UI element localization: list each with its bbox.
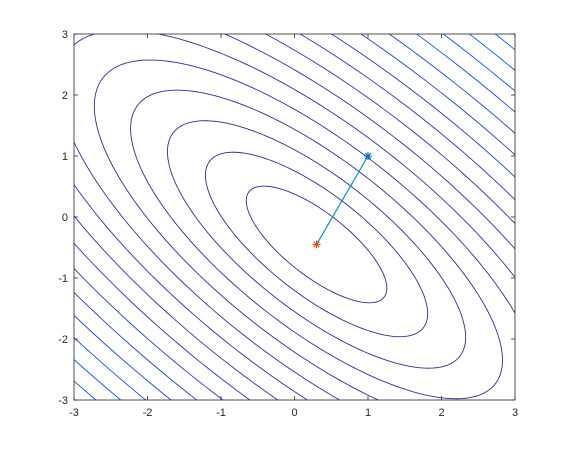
y-axis: -3 -2 -1 0 1 2 3 <box>58 29 515 407</box>
plot-area <box>74 34 515 400</box>
contour-level-2 <box>167 120 467 369</box>
contour-level-6 <box>74 34 515 400</box>
y-tick-label: 3 <box>62 29 68 41</box>
y-tick-label: 1 <box>62 151 68 163</box>
start-marker <box>364 152 372 160</box>
x-tick-label: -1 <box>216 407 226 419</box>
x-tick-label: 3 <box>512 407 518 419</box>
contour-level-1 <box>204 151 429 338</box>
y-tick-label: 2 <box>62 90 68 102</box>
x-axis: -3 -2 -1 0 1 2 3 <box>69 34 518 419</box>
x-tick-label: -3 <box>69 407 79 419</box>
x-tick-label: -2 <box>143 407 153 419</box>
descent-path <box>312 152 372 249</box>
x-tick-label: 0 <box>291 407 297 419</box>
contour-level-4 <box>93 59 515 400</box>
x-tick-label: 1 <box>365 407 371 419</box>
contour-level-0 <box>245 185 388 304</box>
contour-level-3 <box>130 89 503 400</box>
y-tick-label: -1 <box>58 273 68 285</box>
contour-level-5 <box>74 34 515 400</box>
path-line <box>316 155 369 245</box>
end-marker <box>312 240 321 249</box>
x-tick-label: 2 <box>438 407 444 419</box>
y-tick-label: -3 <box>58 395 68 407</box>
y-tick-label: 0 <box>62 212 68 224</box>
y-tick-label: -2 <box>58 334 68 346</box>
